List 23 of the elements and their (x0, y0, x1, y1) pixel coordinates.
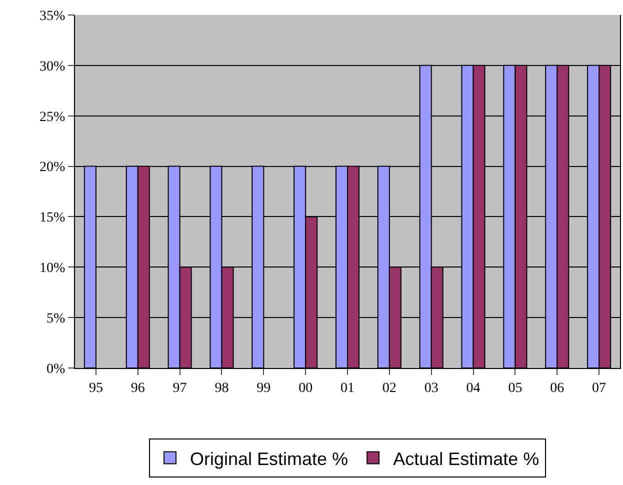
legend-label: Actual Estimate % (393, 448, 540, 469)
legend-label: Original Estimate % (190, 448, 348, 469)
y-tick-label: 0% (46, 362, 66, 377)
y-tick-label: 10% (40, 261, 66, 276)
x-tick-label: 98 (214, 380, 229, 396)
y-tick-label: 15% (40, 210, 66, 226)
x-tick-label: 07 (592, 380, 606, 396)
y-tick-label: 35% (40, 8, 66, 24)
x-tick-label: 99 (256, 380, 271, 396)
x-tick-label: 04 (466, 380, 480, 396)
x-tick-label: 03 (424, 380, 438, 396)
y-tick-label: 5% (46, 311, 66, 326)
x-tick-label: 06 (550, 380, 564, 396)
x-tick-label: 01 (340, 380, 354, 396)
x-tick-label: 02 (382, 380, 396, 396)
y-tick-label: 20% (40, 160, 66, 176)
x-tick-label: 00 (298, 380, 313, 396)
y-tick-label: 30% (40, 59, 66, 74)
y-tick-label: 25% (40, 110, 66, 125)
x-tick-label: 05 (508, 380, 522, 396)
x-tick-label: 96 (130, 380, 145, 396)
x-tick-label: 97 (172, 380, 187, 396)
x-tick-label: 95 (88, 380, 103, 396)
